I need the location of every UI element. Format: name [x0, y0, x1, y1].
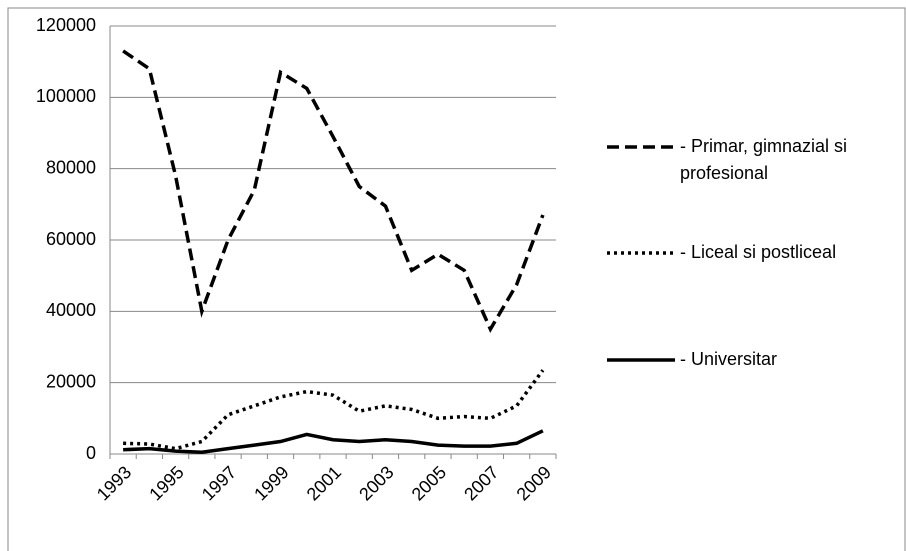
- y-tick-label: 120000: [36, 15, 96, 35]
- chart-frame: [7, 7, 906, 551]
- legend-label: - Liceal si postliceal: [680, 242, 837, 262]
- y-tick-label: 40000: [46, 300, 96, 320]
- series-line: [122, 49, 545, 333]
- legend-label: - Primar, gimnazial si profesional: [680, 136, 848, 183]
- x-tick-label: 2007: [460, 462, 502, 504]
- series-line: [123, 369, 545, 451]
- y-tick-label: 80000: [46, 157, 96, 177]
- x-tick-label: 1995: [145, 462, 187, 504]
- y-tick-label: 60000: [46, 229, 96, 249]
- x-tick-label: 2005: [408, 462, 450, 504]
- legend-label: - Universitar: [680, 349, 778, 369]
- x-tick-label: 2003: [355, 462, 397, 504]
- y-tick-label: 20000: [46, 371, 96, 391]
- x-tick-label: 1999: [250, 462, 292, 504]
- series-line: [123, 429, 544, 454]
- y-tick-label: 100000: [36, 86, 96, 106]
- x-tick-label: 1993: [93, 462, 135, 504]
- x-tick-label: 2009: [513, 462, 555, 504]
- x-tick-label: 1997: [198, 462, 240, 504]
- x-tick-label: 2001: [303, 462, 345, 504]
- y-tick-label: 0: [86, 443, 96, 463]
